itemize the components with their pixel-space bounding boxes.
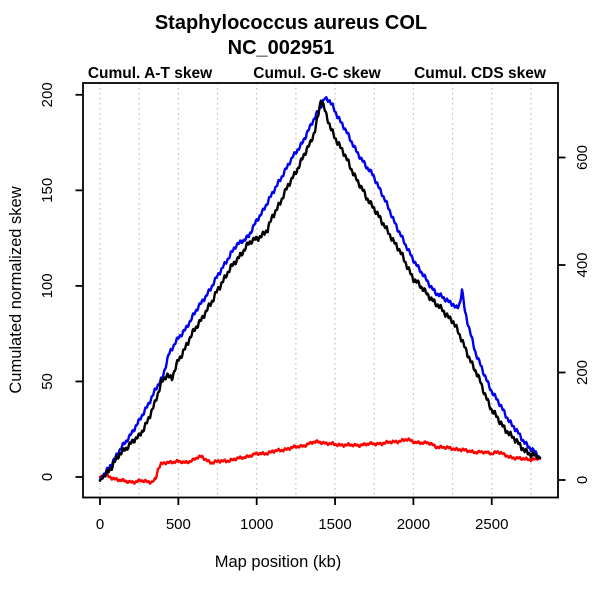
legend-item-at-skew: Cumul. A-T skew (88, 65, 213, 82)
curve-cumul-cds-skew (98, 99, 542, 482)
chart-subtitle: NC_002951 (228, 37, 335, 59)
x-tick-label-1000: 1000 (240, 516, 273, 533)
y-right-tick-label-600: 600 (574, 145, 591, 170)
x-tick-label-2500: 2500 (475, 516, 508, 533)
y-left-tick-label-150: 150 (39, 178, 56, 203)
skew-curves (98, 96, 542, 485)
y-axis-label: Cumulated normalized skew (7, 186, 25, 393)
plot-border (82, 82, 559, 499)
axis-ticks: 0 500 1000 1500 2000 250005010015020002004006… (39, 82, 591, 533)
x-tick-label-0: 0 (96, 516, 104, 533)
x-tick-label-2000: 2000 (397, 516, 430, 533)
y-left-tick-label-50: 50 (39, 373, 56, 390)
gridlines (99, 83, 532, 498)
legend-item-gc-skew: Cumul. G-C skew (253, 65, 381, 82)
y-left-tick-label-200: 200 (39, 82, 56, 107)
x-tick-label-1500: 1500 (318, 516, 351, 533)
y-right-tick-label-200: 200 (574, 360, 591, 385)
y-left-tick-label-0: 0 (39, 473, 56, 481)
x-axis-label: Map position (kb) (215, 553, 342, 571)
chart-title: Staphylococcus aureus COL (155, 12, 427, 34)
y-right-tick-label-0: 0 (574, 476, 591, 484)
legend-item-cds-skew: Cumul. CDS skew (414, 65, 547, 82)
y-left-tick-label-100: 100 (39, 273, 56, 298)
y-right-tick-label-400: 400 (574, 252, 591, 277)
curve-cumul-a-t-skew (98, 437, 542, 485)
curve-cumul-g-c-skew (98, 96, 542, 482)
x-tick-label-500: 500 (166, 516, 191, 533)
